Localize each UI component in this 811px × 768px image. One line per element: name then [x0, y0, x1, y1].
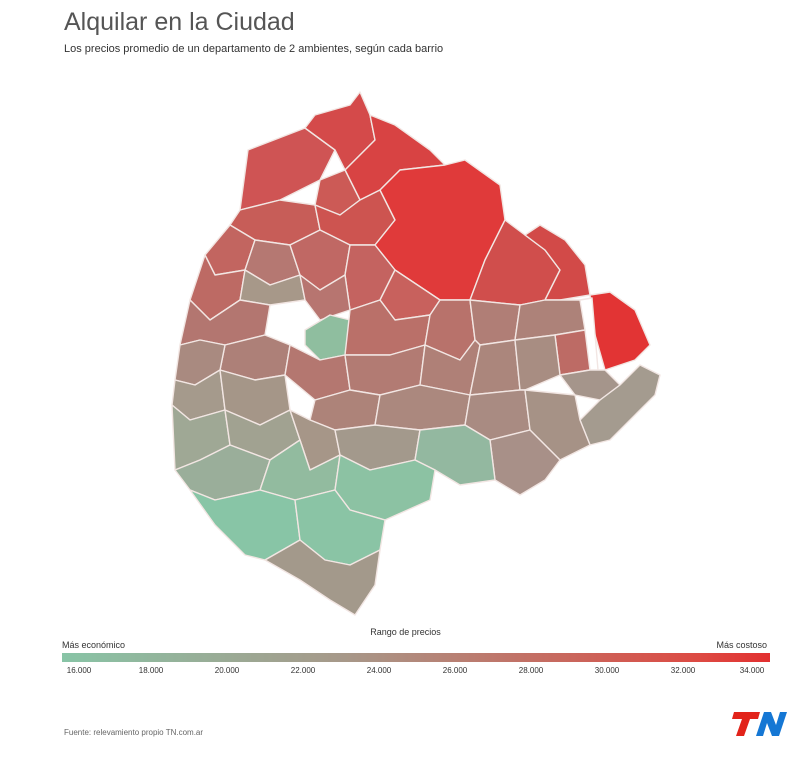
legend-tick: 18.000	[138, 666, 164, 675]
legend-low-label: Más económico	[62, 640, 126, 650]
district-c-green	[304, 314, 351, 361]
district-c-13	[514, 334, 561, 391]
page-title: Alquilar en la Ciudad	[64, 8, 295, 36]
page-subtitle: Los precios promedio de un departamento …	[64, 43, 444, 55]
legend-color-scale	[62, 653, 770, 662]
district-e-1	[554, 329, 591, 376]
legend-tick: 34.000	[739, 666, 765, 675]
district-puerto	[589, 291, 651, 371]
source-note: Fuente: relevamiento propio TN.com.ar	[64, 728, 204, 737]
legend-tick: 16.000	[66, 666, 92, 675]
legend-tick: 22.000	[290, 666, 316, 675]
legend-tick: 24.000	[366, 666, 392, 675]
legend-tick: 26.000	[442, 666, 468, 675]
district-s-11	[264, 539, 381, 616]
tn-logo	[732, 712, 787, 736]
district-ne-1	[524, 224, 591, 301]
legend-tick: 20.000	[214, 666, 240, 675]
legend-title: Rango de precios	[370, 627, 441, 637]
legend-tick: 30.000	[594, 666, 620, 675]
district-c-7	[469, 299, 521, 346]
legend-tick: 32.000	[670, 666, 696, 675]
legend-tick: 28.000	[518, 666, 544, 675]
legend-high-label: Más costoso	[716, 640, 767, 650]
